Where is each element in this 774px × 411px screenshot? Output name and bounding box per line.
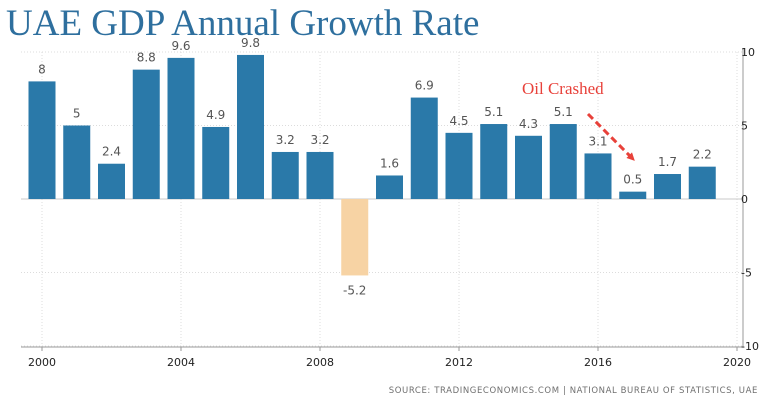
bar-2008: [306, 151, 334, 199]
data-label-2003: 8.8: [137, 51, 156, 65]
bar-2016: [584, 153, 612, 199]
data-label-2007: 3.2: [276, 133, 295, 147]
data-label-2009: -5.2: [343, 283, 366, 297]
bar-layer: [28, 54, 716, 276]
axis-layer: 2000 2004 2008 2012 2016 2020 10 5 0 -5 -10: [21, 46, 759, 369]
data-label-2001: 5: [73, 107, 81, 121]
bar-2003: [132, 69, 160, 199]
bar-2009: [341, 199, 369, 276]
bar-2010: [376, 175, 403, 199]
bar-2005: [202, 126, 230, 199]
x-tick-label-2020: 2020: [723, 356, 751, 369]
data-label-2000: 8: [38, 62, 46, 76]
x-tick-label-2000: 2000: [28, 356, 56, 369]
bar-2007: [271, 151, 299, 199]
data-label-2017: 0.5: [623, 173, 642, 187]
bar-2012: [445, 132, 473, 199]
data-label-2002: 2.4: [102, 145, 121, 159]
bar-2000: [28, 81, 56, 199]
data-label-2004: 9.6: [171, 39, 190, 53]
y-tick-label-0: 0: [741, 193, 748, 206]
data-label-2005: 4.9: [206, 108, 225, 122]
data-label-2008: 3.2: [310, 133, 329, 147]
bar-2001: [63, 125, 91, 199]
data-label-2006: 9.8: [241, 36, 260, 50]
bar-2018: [654, 174, 681, 199]
data-label-2010: 1.6: [380, 156, 399, 170]
x-tick-label-2008: 2008: [306, 356, 334, 369]
x-tick-label-2016: 2016: [584, 356, 612, 369]
y-tick-label-10: 10: [741, 46, 755, 59]
bar-2002: [98, 163, 125, 199]
bar-2011: [410, 97, 438, 199]
data-label-2018: 1.7: [658, 155, 677, 169]
x-tick-label-2012: 2012: [445, 356, 473, 369]
oil-crashed-annotation: Oil Crashed: [522, 79, 604, 98]
bar-2015: [549, 124, 577, 199]
bar-2004: [167, 57, 195, 199]
x-tick-label-2004: 2004: [167, 356, 195, 369]
bar-2017: [619, 191, 647, 199]
bar-2013: [480, 124, 508, 199]
data-label-2012: 4.5: [449, 114, 468, 128]
grid-layer: [21, 51, 743, 347]
bar-2019: [688, 166, 716, 199]
data-label-2014: 4.3: [519, 117, 538, 131]
data-label-2019: 2.2: [693, 148, 712, 162]
data-label-2011: 6.9: [415, 79, 434, 93]
bar-2006: [237, 54, 264, 199]
y-tick-label--5: -5: [741, 267, 752, 280]
y-tick-label--10: -10: [741, 340, 759, 353]
chart-title: UAE GDP Annual Growth Rate: [6, 3, 480, 44]
data-label-2013: 5.1: [484, 105, 503, 119]
data-label-layer: 8 5 2.4 8.8 9.6 4.9 9.8 3.2 3.2 -5.2 1.6 6.9 4.5 5.1 4…: [38, 36, 712, 298]
data-label-2016: 3.1: [588, 134, 607, 148]
bar-2014: [515, 135, 542, 199]
source-note: SOURCE: TRADINGECONOMICS.COM | NATIONAL …: [388, 386, 758, 396]
annotation-layer: Oil Crashed: [522, 79, 635, 161]
data-label-2015: 5.1: [554, 105, 573, 119]
y-tick-label-5: 5: [741, 120, 748, 133]
